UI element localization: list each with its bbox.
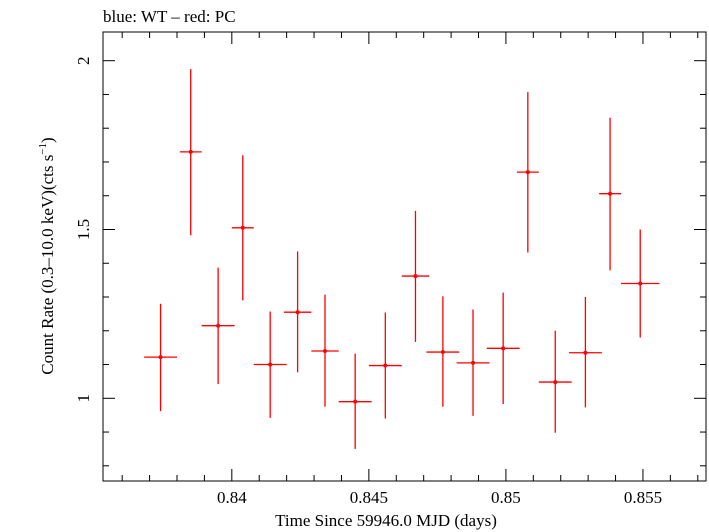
plot-frame — [102, 31, 707, 482]
y-axis-label: Count Rate (0.3–10.0 keV)(cts s−1) — [37, 137, 57, 374]
x-tick-label: 0.84 — [217, 488, 247, 507]
x-axis-label: Time Since 59946.0 MJD (days) — [275, 511, 497, 530]
data-marker — [240, 225, 245, 230]
y-tick-label: 2 — [74, 56, 93, 65]
data-point — [311, 294, 339, 407]
x-tick-label: 0.85 — [491, 488, 521, 507]
data-marker — [268, 362, 273, 367]
data-marker — [471, 360, 476, 365]
data-marker — [323, 349, 328, 354]
data-point — [179, 69, 202, 236]
x-tick-label: 0.855 — [624, 488, 662, 507]
data-marker — [638, 281, 643, 286]
data-point — [538, 330, 572, 433]
y-axis-label-main: Count Rate (0.3–10.0 keV)(cts s — [38, 155, 57, 375]
y-tick-label: 1.5 — [74, 219, 93, 240]
data-point — [426, 296, 460, 407]
data-marker — [353, 399, 358, 404]
x-tick-label: 0.845 — [350, 488, 388, 507]
data-point — [231, 155, 254, 301]
y-axis-label-superscript: −1 — [37, 143, 49, 155]
data-point — [368, 312, 402, 419]
data-point — [568, 297, 602, 408]
x-axis: 0.84 0.845 0.85 0.855 — [121, 32, 699, 507]
data-marker — [383, 363, 388, 368]
data-point — [283, 251, 312, 373]
data-point — [486, 292, 520, 405]
data-marker — [188, 149, 193, 154]
y-axis-label-close: ) — [38, 137, 57, 143]
y-axis: 11.52 — [74, 56, 706, 467]
y-tick-label: 1 — [74, 394, 93, 403]
data-marker — [583, 350, 588, 355]
data-point — [201, 267, 235, 385]
data-series-pc — [144, 69, 660, 449]
data-point — [253, 311, 287, 418]
data-marker — [608, 191, 613, 196]
data-point — [338, 353, 372, 449]
data-marker — [413, 274, 418, 279]
data-marker — [295, 310, 300, 315]
data-marker — [158, 355, 163, 360]
data-marker — [501, 346, 506, 351]
data-point — [456, 309, 490, 416]
data-point — [516, 92, 539, 253]
data-marker — [525, 170, 530, 175]
chart-title: blue: WT – red: PC — [103, 7, 236, 26]
data-point — [144, 303, 178, 412]
data-marker — [216, 323, 221, 328]
data-point — [599, 117, 622, 271]
data-point — [401, 210, 430, 342]
data-point — [621, 229, 660, 338]
data-marker — [440, 350, 445, 355]
data-marker — [553, 380, 558, 385]
